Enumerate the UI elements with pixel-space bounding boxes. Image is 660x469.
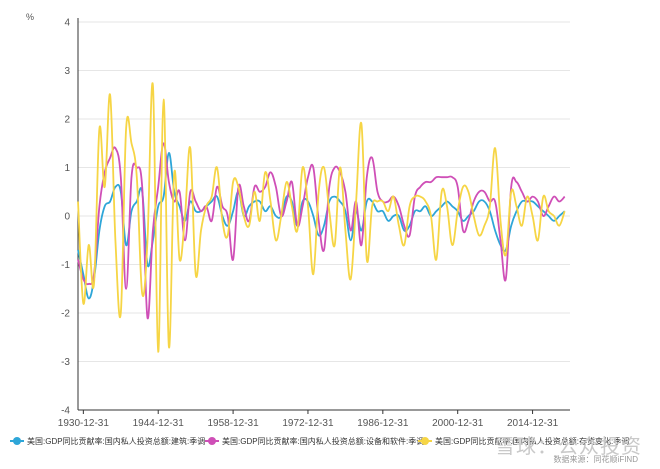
legend-item-3[interactable]: 美国:GDP同比贡献率:国内私人投资总额:存货变化:季调 bbox=[418, 436, 629, 446]
y-unit-label: % bbox=[26, 12, 34, 22]
series-line-3 bbox=[77, 82, 566, 353]
gridlines bbox=[78, 21, 570, 411]
y-tick-label: 2 bbox=[64, 115, 70, 126]
legend-label: 美国:GDP同比贡献率:国内私人投资总额:存货变化:季调 bbox=[435, 436, 629, 446]
y-tick-label: 4 bbox=[64, 18, 70, 29]
series-line-2 bbox=[77, 142, 566, 320]
series-lines bbox=[77, 82, 566, 353]
x-tick-label: 1944-12-31 bbox=[133, 418, 185, 429]
legend-swatch-marker bbox=[13, 437, 21, 445]
legend-item-1[interactable]: 美国:GDP同比贡献率:国内私人投资总额:建筑:季调 bbox=[10, 436, 205, 446]
legend-label: 美国:GDP同比贡献率:国内私人投资总额:设备和软件:季调 bbox=[222, 436, 424, 446]
source-note: 数据来源：同花顺iFIND bbox=[553, 455, 638, 464]
legend-swatch-marker bbox=[421, 437, 429, 445]
y-tick-label: -3 bbox=[61, 357, 70, 368]
y-tick-label: -1 bbox=[61, 260, 70, 271]
legend[interactable]: 美国:GDP同比贡献率:国内私人投资总额:建筑:季调 美国:GDP同比贡献率:国内… bbox=[10, 436, 629, 446]
y-tick-label: -4 bbox=[61, 406, 70, 417]
x-tick-label: 1986-12-31 bbox=[357, 418, 409, 429]
legend-swatch-marker bbox=[208, 437, 216, 445]
legend-label: 美国:GDP同比贡献率:国内私人投资总额:建筑:季调 bbox=[27, 436, 205, 446]
x-tick-label: 1972-12-31 bbox=[282, 418, 334, 429]
legend-item-2[interactable]: 美国:GDP同比贡献率:国内私人投资总额:设备和软件:季调 bbox=[205, 436, 424, 446]
x-tick-label: 2000-12-31 bbox=[432, 418, 484, 429]
y-tick-label: -2 bbox=[61, 309, 70, 320]
x-axis: 1930-12-31 1944-12-31 1958-12-31 1972-12-31… bbox=[58, 409, 570, 429]
x-tick-label: 2014-12-31 bbox=[507, 418, 559, 429]
y-tick-label: 0 bbox=[64, 212, 70, 223]
y-tick-label: 1 bbox=[64, 163, 70, 174]
y-axis: % -4 -3 -2 -1 0 1 2 3 4 bbox=[26, 12, 79, 417]
x-tick-label: 1930-12-31 bbox=[58, 418, 110, 429]
x-tick-label: 1958-12-31 bbox=[208, 418, 260, 429]
y-tick-label: 3 bbox=[64, 66, 70, 77]
watermark: 雪球：公众投资 bbox=[495, 434, 642, 458]
